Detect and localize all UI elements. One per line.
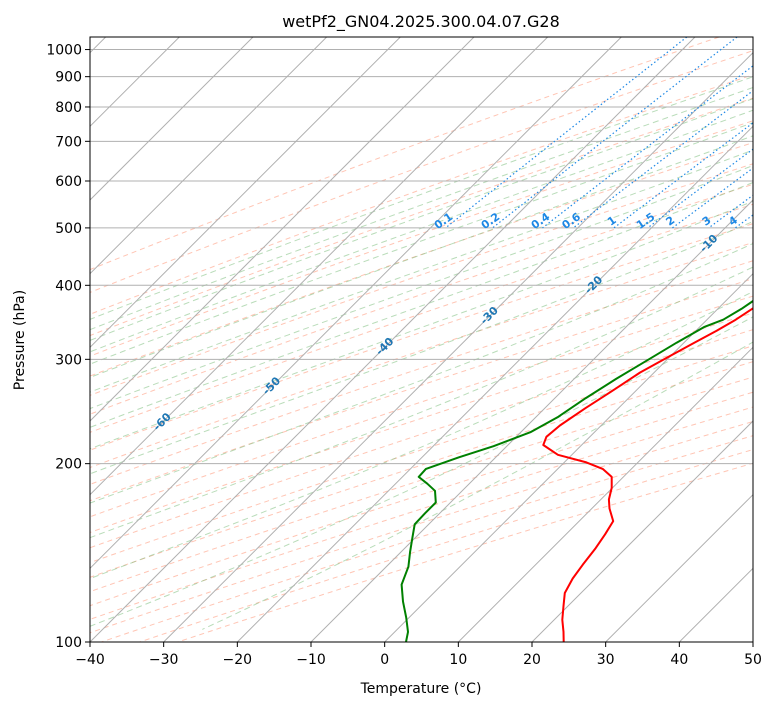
y-tick-label: 800 [55, 100, 82, 116]
y-axis-label: Pressure (hPa) [12, 290, 28, 390]
x-axis-label: Temperature (°C) [360, 681, 482, 697]
x-tick-label: 20 [523, 652, 541, 668]
isotherm-gridline [753, 37, 775, 642]
y-tick-label: 600 [55, 174, 82, 190]
y-tick-label: 700 [55, 134, 82, 150]
chart-title: wetPf2_GN04.2025.300.04.07.G28 [282, 12, 560, 32]
x-tick-label: 40 [670, 652, 688, 668]
x-tick-label: −10 [296, 652, 326, 668]
y-tick-label: 1000 [46, 43, 82, 59]
y-tick-label: 900 [55, 70, 82, 86]
x-tick-label: 0 [380, 652, 389, 668]
y-tick-label: 400 [55, 278, 82, 294]
y-tick-label: 100 [55, 635, 82, 651]
y-axis: 100 200 300 400 500 600 700 800 900 1000 [46, 43, 90, 651]
x-tick-label: 50 [744, 652, 762, 668]
x-tick-label: −20 [223, 652, 253, 668]
isotherm-label: -70 [22, 465, 45, 488]
x-tick-label: 30 [597, 652, 615, 668]
x-tick-label: 10 [449, 652, 467, 668]
x-tick-label: −40 [75, 652, 105, 668]
x-axis: −40 −30 −20 −10 0 10 20 30 40 50 [75, 642, 762, 668]
y-tick-label: 500 [55, 221, 82, 237]
y-tick-label: 300 [55, 352, 82, 368]
x-tick-label: −30 [149, 652, 179, 668]
y-tick-label: 200 [55, 457, 82, 473]
